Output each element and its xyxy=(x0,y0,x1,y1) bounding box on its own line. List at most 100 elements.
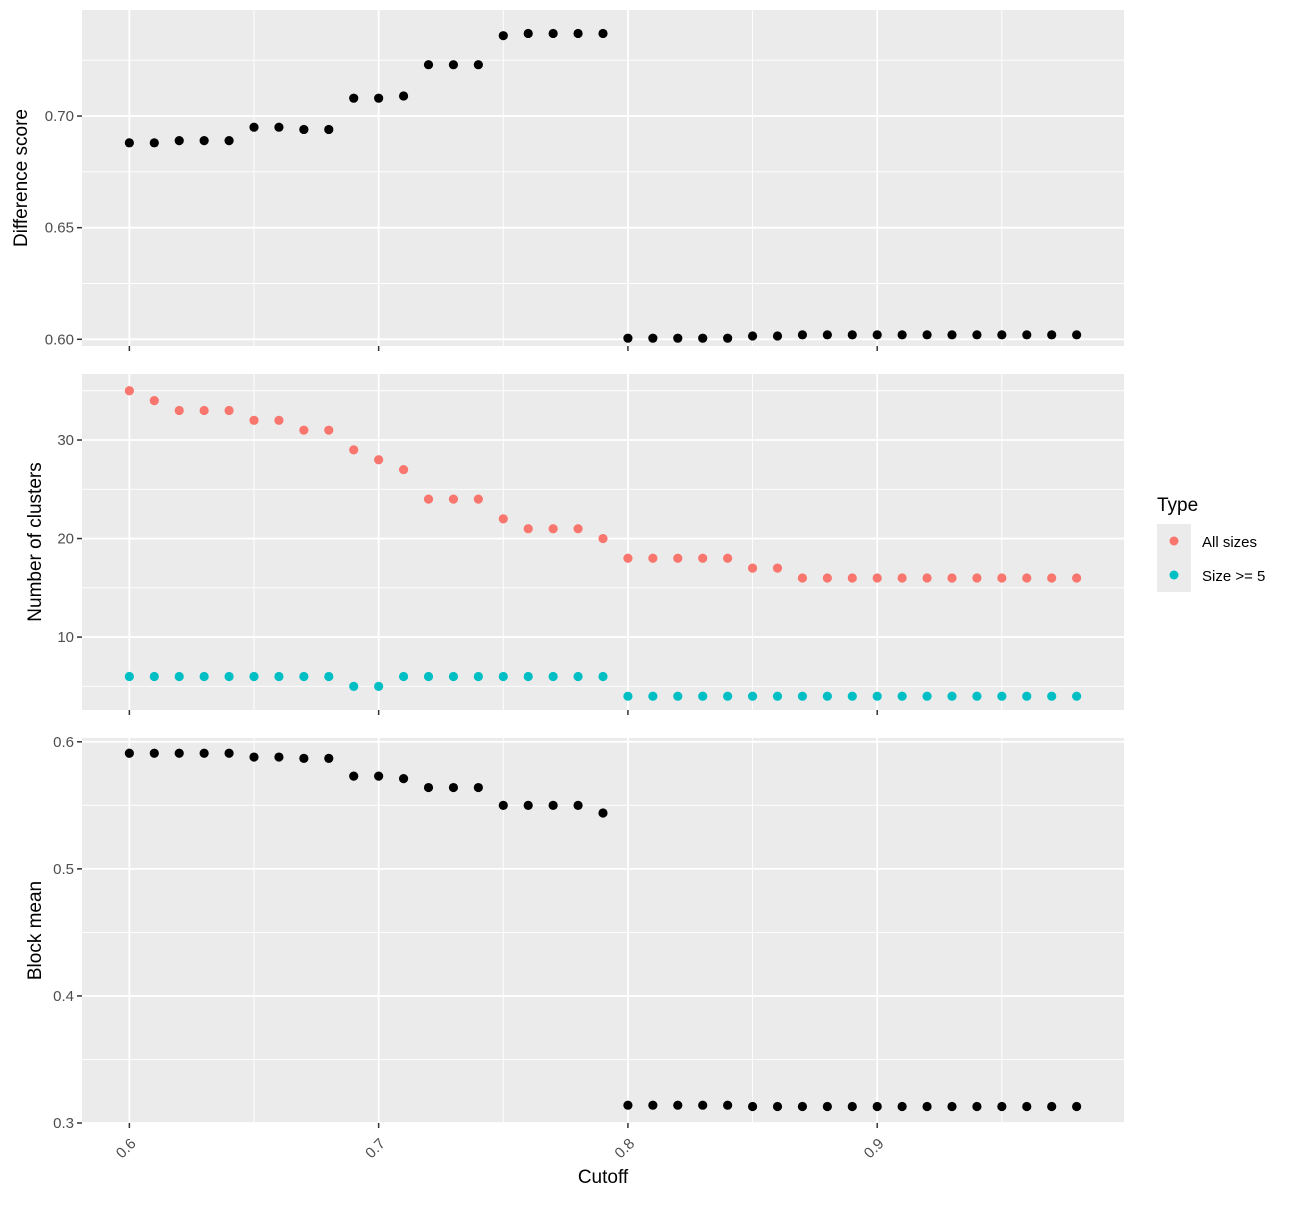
data-point xyxy=(548,28,558,39)
data-point xyxy=(797,1101,808,1112)
data-point xyxy=(299,425,309,435)
data-point xyxy=(997,1101,1007,1112)
data-point xyxy=(224,748,234,758)
data-point xyxy=(199,671,209,682)
data-point xyxy=(598,671,608,682)
data-point xyxy=(224,671,234,682)
data-point xyxy=(847,573,857,583)
data-point xyxy=(174,748,184,758)
data-point xyxy=(897,330,907,340)
data-point xyxy=(648,553,658,563)
data-point xyxy=(473,671,483,682)
data-point xyxy=(124,671,134,682)
data-point xyxy=(1047,1101,1057,1112)
data-point xyxy=(174,671,184,682)
data-point xyxy=(723,333,733,343)
data-point xyxy=(648,691,658,701)
data-point xyxy=(349,681,359,691)
data-point xyxy=(199,405,209,416)
data-point xyxy=(523,28,533,39)
data-point xyxy=(249,122,259,132)
data-point xyxy=(598,533,608,544)
panel-3: 0.3 0.4 0.5 0.6 0.6 0.7 0.8 0.9 Block mean Cutoff xyxy=(25,734,1124,1188)
data-point xyxy=(374,771,384,781)
data-point xyxy=(797,691,808,701)
x-tick-label: 0.8 xyxy=(611,1135,638,1162)
y-tick-label: 0.4 xyxy=(53,988,74,1005)
data-point xyxy=(423,671,434,682)
data-point xyxy=(747,563,758,573)
data-point xyxy=(747,331,758,341)
data-point xyxy=(623,333,633,343)
legend-label-size-ge-5: Size >= 5 xyxy=(1202,568,1265,585)
data-point xyxy=(897,1101,907,1112)
data-point xyxy=(274,415,284,425)
data-point xyxy=(374,455,384,465)
y-axis-title: Number of clusters xyxy=(25,462,46,621)
data-point xyxy=(548,671,558,682)
y-tick-label: 20 xyxy=(57,531,74,548)
data-point xyxy=(149,671,159,682)
panel-2: 10 20 30 Number of clusters xyxy=(25,374,1124,715)
data-point xyxy=(1047,330,1057,340)
data-point xyxy=(124,386,134,396)
data-point xyxy=(498,514,508,524)
data-point xyxy=(149,396,159,406)
data-point xyxy=(423,60,434,70)
y-tick-label: 0.3 xyxy=(53,1115,74,1132)
data-point xyxy=(274,752,284,762)
data-point xyxy=(374,681,384,691)
data-point xyxy=(872,1101,882,1112)
data-point xyxy=(922,1101,932,1112)
data-point xyxy=(523,524,533,534)
data-point xyxy=(822,573,832,583)
panel-1: 0.60 0.65 0.70 Difference score xyxy=(11,10,1124,351)
data-point xyxy=(1047,691,1057,701)
data-point xyxy=(324,425,334,435)
legend: Type All sizes Size >= 5 xyxy=(1157,495,1265,592)
data-point xyxy=(673,691,683,701)
data-point xyxy=(972,1101,982,1112)
data-point xyxy=(174,136,184,146)
data-point xyxy=(249,671,259,682)
y-axis-title: Block mean xyxy=(25,881,46,980)
legend-key-background xyxy=(1157,524,1191,592)
data-point xyxy=(149,138,159,148)
data-point xyxy=(822,330,832,340)
data-point xyxy=(1022,691,1032,701)
data-point xyxy=(822,1101,832,1112)
data-point xyxy=(349,771,359,781)
legend-key-size-ge-5 xyxy=(1169,570,1179,580)
data-point xyxy=(747,1101,758,1112)
data-point xyxy=(224,136,234,146)
data-point xyxy=(648,333,658,343)
x-tick-label: 0.6 xyxy=(113,1135,140,1162)
data-point xyxy=(947,691,957,701)
data-point xyxy=(573,28,583,39)
data-point xyxy=(199,748,209,758)
data-point xyxy=(797,330,808,340)
data-point xyxy=(1072,691,1082,701)
data-point xyxy=(797,573,808,583)
data-point xyxy=(997,330,1007,340)
data-point xyxy=(698,553,708,563)
data-point xyxy=(1072,330,1082,340)
x-tick-label: 0.9 xyxy=(861,1135,888,1162)
data-point xyxy=(673,333,683,343)
data-point xyxy=(274,671,284,682)
data-point xyxy=(673,553,683,563)
y-tick-label: 0.6 xyxy=(53,734,74,751)
data-point xyxy=(997,573,1007,583)
data-point xyxy=(174,405,184,416)
data-point xyxy=(673,1100,683,1110)
series-1 xyxy=(124,28,1082,343)
data-point xyxy=(623,553,633,563)
data-point xyxy=(772,331,783,341)
data-point xyxy=(847,691,857,701)
data-point xyxy=(723,1100,733,1110)
data-point xyxy=(1072,573,1082,583)
data-point xyxy=(398,671,409,682)
data-point xyxy=(598,808,608,818)
data-point xyxy=(723,553,733,563)
data-point xyxy=(947,1101,957,1112)
